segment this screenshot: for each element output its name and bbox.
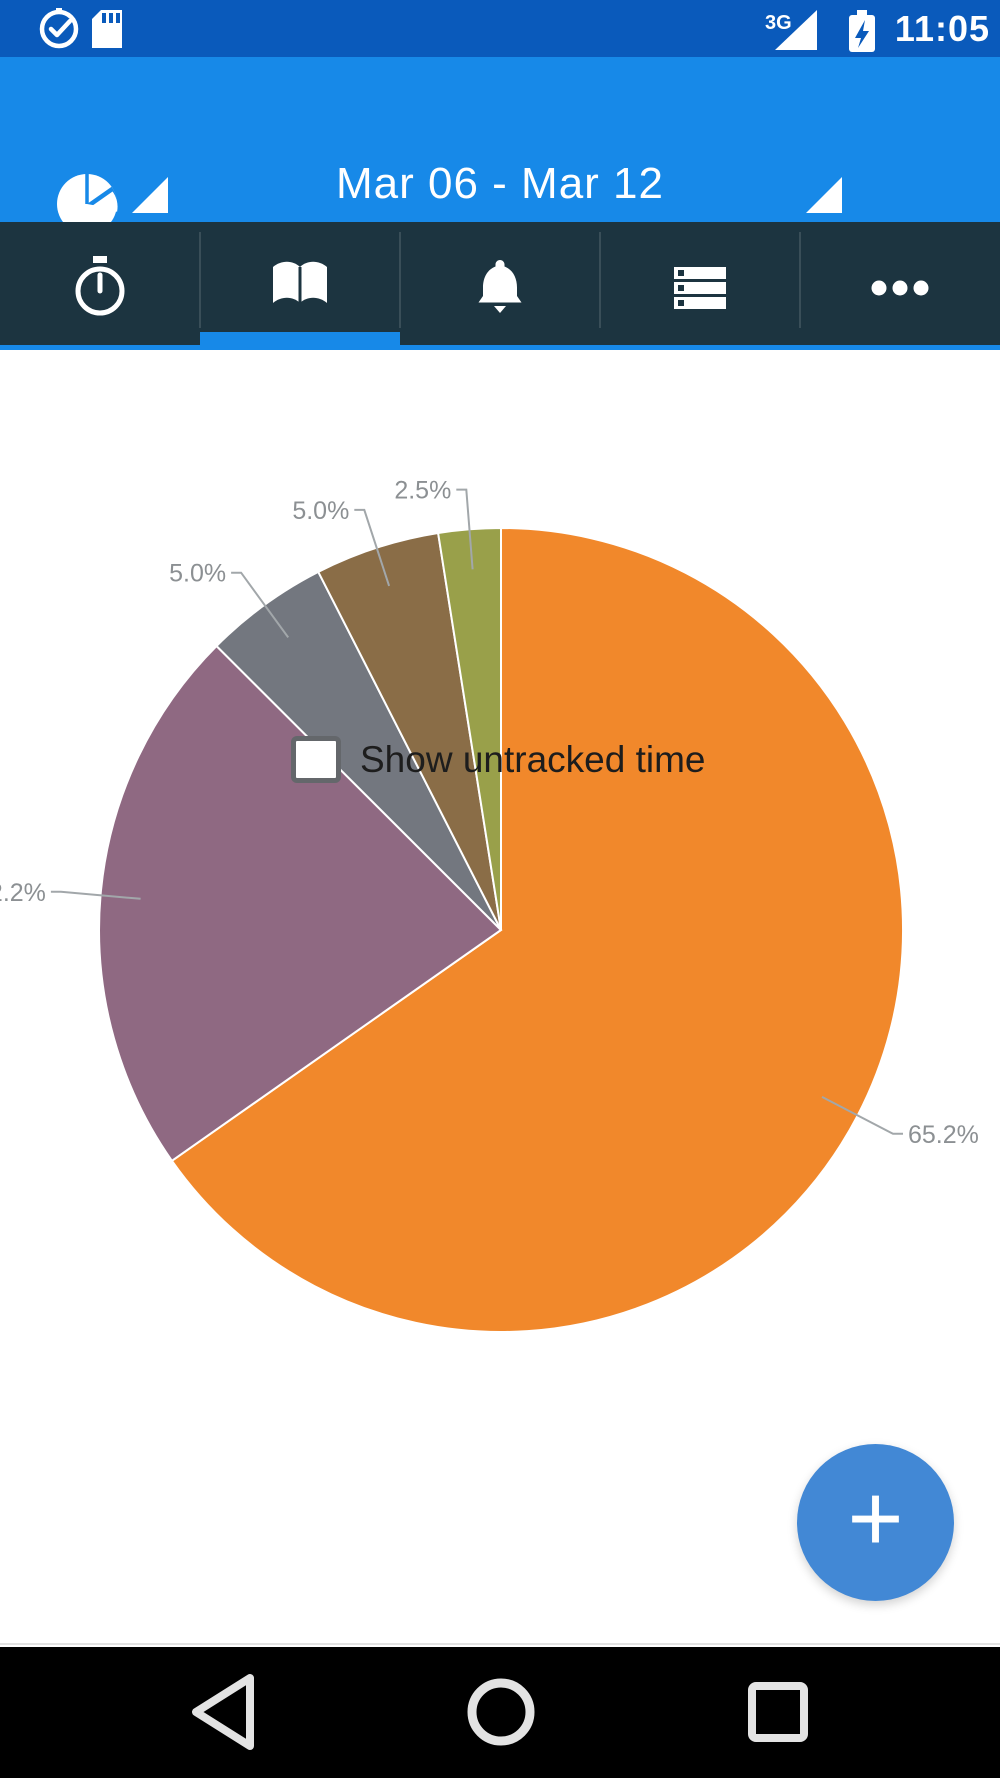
- tab-history[interactable]: [200, 222, 401, 350]
- label-leader-line: [821, 1096, 903, 1135]
- book-icon: [273, 261, 327, 303]
- battery-charging-icon: [848, 10, 875, 52]
- show-untracked-checkbox[interactable]: [291, 736, 341, 783]
- pie-chart-icon: [57, 174, 118, 234]
- label-leader-line: [231, 571, 290, 638]
- tab-bar: [0, 222, 1000, 350]
- pie-chart: 65.2% 22.2% 5.0% 5.0% 2.5%: [0, 477, 979, 1333]
- label-leader-line: [456, 488, 474, 570]
- ellipsis-icon: [871, 280, 929, 296]
- show-untracked-label: Show untracked time: [360, 739, 706, 780]
- percent-label-read: 5.0%: [292, 497, 349, 525]
- report-content: 65.2% 22.2% 5.0% 5.0% 2.5% Show untracked ti…: [0, 350, 1000, 1647]
- svg-text:3G: 3G: [765, 12, 792, 34]
- status-right-icons: 3G: [765, 10, 875, 52]
- nav-bar-hairline: [0, 1643, 1000, 1645]
- date-spinner-indicators: [132, 177, 842, 213]
- signal-3g-icon: 3G: [765, 10, 817, 50]
- back-icon[interactable]: [192, 1674, 254, 1750]
- add-activity-fab[interactable]: +: [797, 1444, 954, 1601]
- bell-icon: [478, 260, 522, 313]
- tab-timer[interactable]: [0, 222, 201, 350]
- label-leader-line: [354, 508, 391, 587]
- untracked-time-option: Show untracked time: [291, 736, 706, 783]
- app-bar: Mar 06 - Mar 12: [0, 57, 1000, 234]
- tab-bar-bottom-strip: [0, 345, 1000, 350]
- label-leader-line: [50, 890, 141, 900]
- tab-separator: [399, 232, 401, 328]
- percent-label-sleep: 22.2%: [0, 879, 46, 907]
- sd-card-icon: [92, 10, 122, 48]
- percent-label-work: 65.2%: [908, 1121, 979, 1149]
- selected-tab-indicator: [200, 332, 400, 345]
- tab-separator: [799, 232, 801, 328]
- storage-icon: [674, 267, 726, 309]
- home-icon[interactable]: [467, 1678, 535, 1746]
- percent-label-eat: 2.5%: [394, 477, 451, 505]
- stopwatch-icon: [75, 256, 125, 316]
- date-range-title: Mar 06 - Mar 12: [336, 159, 664, 208]
- clock-check-icon: [39, 8, 79, 49]
- tab-more[interactable]: [800, 222, 1000, 350]
- status-time: 11:05: [894, 7, 990, 49]
- status-left-icons: [39, 8, 122, 49]
- plus-icon: +: [847, 1464, 904, 1572]
- tab-separator: [199, 232, 201, 328]
- recents-icon[interactable]: [748, 1682, 808, 1742]
- right-date-spinner-caret[interactable]: [806, 177, 842, 213]
- left-date-spinner-caret[interactable]: [132, 177, 168, 213]
- percent-label-cinema: 5.0%: [169, 560, 226, 588]
- tab-separator: [599, 232, 601, 328]
- tab-alerts[interactable]: [400, 222, 601, 350]
- android-nav-bar: [0, 1647, 1000, 1778]
- tab-categories[interactable]: [600, 222, 801, 350]
- status-bar: 3G 11:05: [0, 0, 1000, 57]
